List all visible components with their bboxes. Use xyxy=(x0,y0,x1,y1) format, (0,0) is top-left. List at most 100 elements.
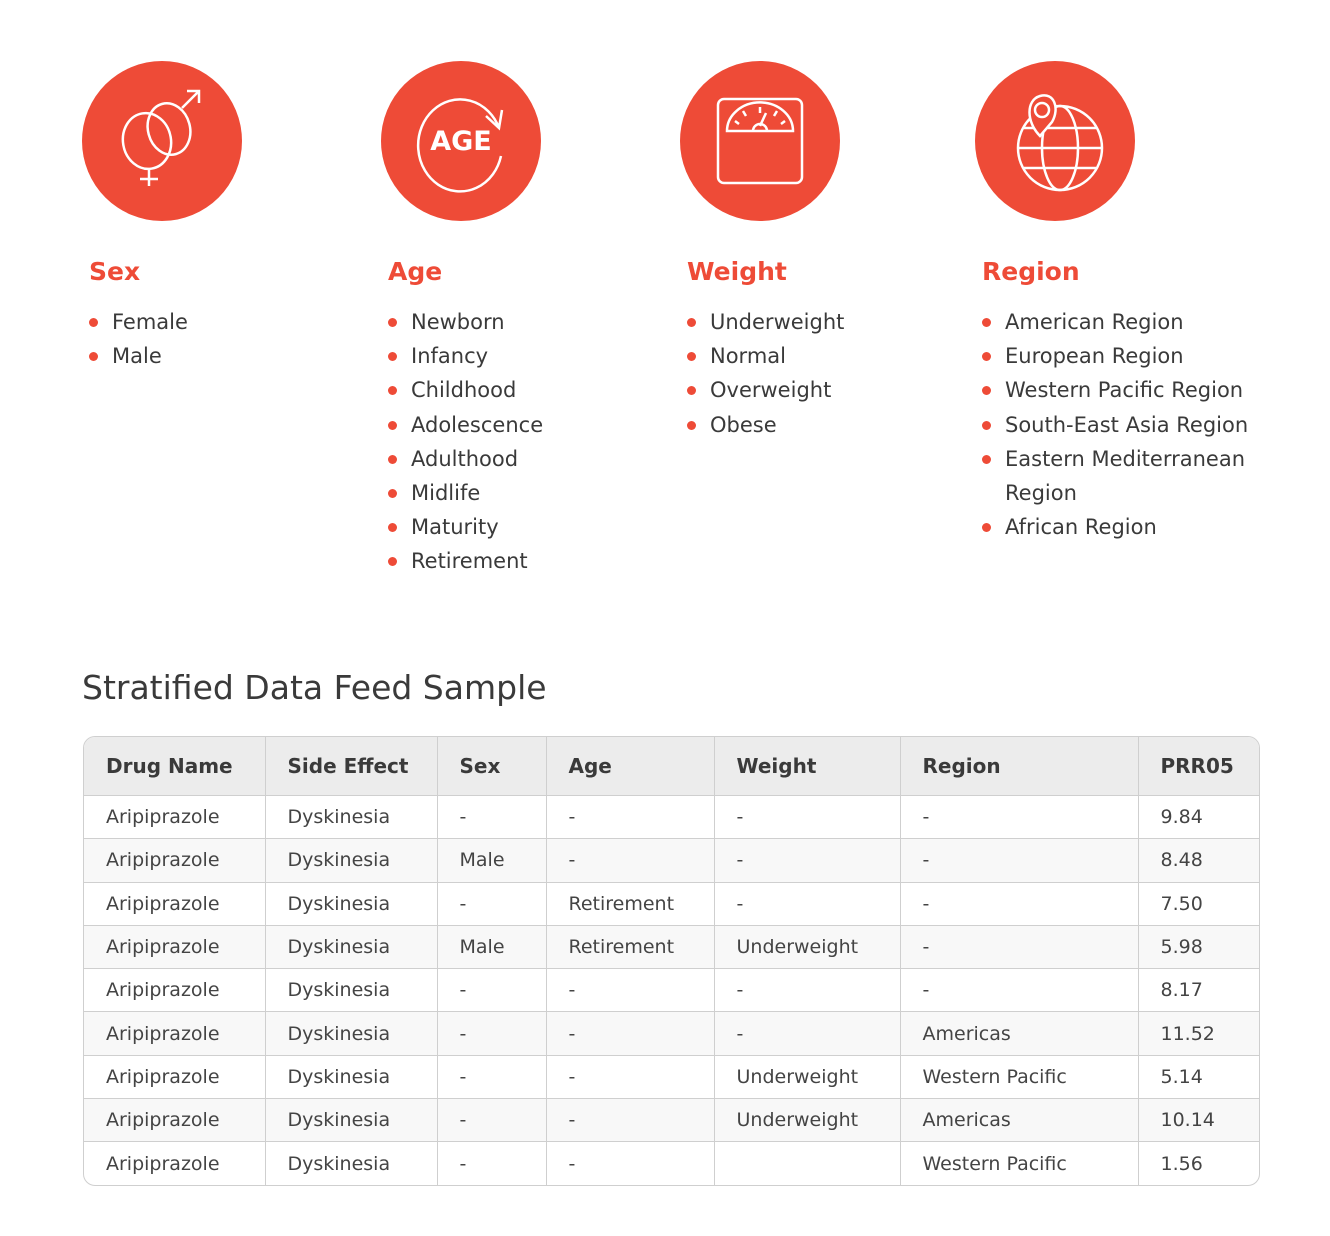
table-row: Aripiprazole Dyskinesia - - Western Pacific 1… xyxy=(84,1141,1259,1185)
gender-symbols-icon xyxy=(82,61,242,221)
table-cell: - xyxy=(899,794,1138,839)
table-header: Drug Name Side Effect Sex Age Weight Region PR… xyxy=(84,737,1259,796)
table-cell: - xyxy=(899,924,1138,969)
list-item: Obese xyxy=(687,408,980,442)
table-cell: 1.56 xyxy=(1137,1141,1259,1185)
list-item: Underweight xyxy=(687,305,980,339)
table-cell: - xyxy=(436,1098,546,1142)
list-item: American Region xyxy=(982,305,1272,339)
table-cell: 9.84 xyxy=(1137,794,1259,839)
category-age: AGE Age Newborn Infancy Childhood Adoles… xyxy=(381,61,681,579)
table-cell: Dyskinesia xyxy=(264,1098,437,1142)
table-cell: Aripiprazole xyxy=(84,924,265,969)
table-cell: - xyxy=(545,1054,714,1099)
data-table: Drug Name Side Effect Sex Age Weight Region PR… xyxy=(83,736,1260,1186)
table-cell: Dyskinesia xyxy=(264,881,437,926)
list-item: Eastern Mediterranean Region xyxy=(982,442,1250,510)
table-row: Aripiprazole Dyskinesia - - - Americas 11.52 xyxy=(84,1011,1259,1056)
column-header: PRR05 xyxy=(1137,737,1259,796)
column-header: Region xyxy=(899,737,1138,796)
table-cell: Aripiprazole xyxy=(84,1141,265,1185)
table-cell: - xyxy=(436,1011,546,1056)
category-title: Age xyxy=(388,257,443,286)
list-item: Western Pacific Region xyxy=(982,373,1272,407)
category-list: American Region European Region Western … xyxy=(982,305,1272,544)
table-cell: - xyxy=(713,1011,900,1056)
table-cell: - xyxy=(545,1141,714,1185)
table-cell: Dyskinesia xyxy=(264,924,437,969)
column-header: Sex xyxy=(436,737,546,796)
table-cell: Dyskinesia xyxy=(264,838,437,883)
column-header: Drug Name xyxy=(84,737,265,796)
table-row: Aripiprazole Dyskinesia - - - -8.17 xyxy=(84,968,1259,1012)
table-cell: - xyxy=(436,794,546,839)
list-item: South-East Asia Region xyxy=(982,408,1272,442)
table-cell: 10.14 xyxy=(1137,1098,1259,1142)
table-cell: - xyxy=(545,794,714,839)
table-cell: Retirement xyxy=(545,881,714,926)
category-list: Newborn Infancy Childhood Adolescence Ad… xyxy=(388,305,681,579)
table-row: Aripiprazole Dyskinesia Male Retirement Unde… xyxy=(84,924,1259,969)
table-row: Aripiprazole Dyskinesia - Retirement - -7.50 xyxy=(84,881,1259,926)
table-row: Aripiprazole Dyskinesia - - Underweight Weste… xyxy=(84,1054,1259,1099)
list-item: African Region xyxy=(982,510,1272,544)
table-cell: - xyxy=(713,838,900,883)
table-cell: - xyxy=(436,881,546,926)
table-cell: - xyxy=(899,881,1138,926)
table-cell: Aripiprazole xyxy=(84,968,265,1012)
table-cell: Underweight xyxy=(713,1098,900,1142)
table-cell: Aripiprazole xyxy=(84,1054,265,1099)
category-list: Underweight Normal Overweight Obese xyxy=(687,305,980,442)
table-cell: 8.48 xyxy=(1137,838,1259,883)
globe-location-icon xyxy=(975,61,1135,221)
list-item: European Region xyxy=(982,339,1272,373)
table-cell xyxy=(713,1141,900,1185)
table-cell: Dyskinesia xyxy=(264,1141,437,1185)
age-icon-text: AGE xyxy=(430,125,492,157)
category-title: Weight xyxy=(687,257,787,286)
table-cell: - xyxy=(436,1054,546,1099)
column-header: Age xyxy=(545,737,714,796)
table-cell: Western Pacific xyxy=(899,1054,1138,1099)
table-cell: - xyxy=(713,881,900,926)
list-item: Overweight xyxy=(687,373,980,407)
list-item: Maturity xyxy=(388,510,681,544)
table-cell: Male xyxy=(436,924,546,969)
table-cell: Aripiprazole xyxy=(84,1098,265,1142)
table-cell: Americas xyxy=(899,1011,1138,1056)
table-cell: Western Pacific xyxy=(899,1141,1138,1185)
table-cell: Dyskinesia xyxy=(264,1054,437,1099)
table-cell: - xyxy=(899,968,1138,1012)
table-cell: Dyskinesia xyxy=(264,968,437,1012)
table-row: Aripiprazole Dyskinesia Male - - -8.48 xyxy=(84,838,1259,883)
table-cell: - xyxy=(436,1141,546,1185)
table-cell: Underweight xyxy=(713,1054,900,1099)
table-cell: Aripiprazole xyxy=(84,881,265,926)
list-item: Adolescence xyxy=(388,408,681,442)
table-cell: - xyxy=(545,1011,714,1056)
table-cell: Aripiprazole xyxy=(84,1011,265,1056)
table-cell: Underweight xyxy=(713,924,900,969)
column-header: Weight xyxy=(713,737,900,796)
table-cell: - xyxy=(436,968,546,1012)
table-cell: Retirement xyxy=(545,924,714,969)
table-row: Aripiprazole Dyskinesia - - Underweight Ameri… xyxy=(84,1098,1259,1142)
table-cell: - xyxy=(713,794,900,839)
table-cell: - xyxy=(545,838,714,883)
section-title: Stratified Data Feed Sample xyxy=(82,668,547,707)
list-item: Male xyxy=(89,339,382,373)
table-cell: 8.17 xyxy=(1137,968,1259,1012)
list-item: Infancy xyxy=(388,339,681,373)
table-cell: - xyxy=(545,1098,714,1142)
list-item: Midlife xyxy=(388,476,681,510)
table-cell: - xyxy=(713,968,900,1012)
category-title: Region xyxy=(982,257,1080,286)
category-list: Female Male xyxy=(89,305,382,373)
category-weight: Weight Underweight Normal Overweight Obe… xyxy=(680,61,980,442)
table-cell: 5.14 xyxy=(1137,1054,1259,1099)
table-cell: - xyxy=(545,968,714,1012)
weighing-scale-icon xyxy=(680,61,840,221)
category-region: Region American Region European Region W… xyxy=(975,61,1275,544)
category-sex: Sex Female Male xyxy=(82,61,382,373)
table-cell: Americas xyxy=(899,1098,1138,1142)
